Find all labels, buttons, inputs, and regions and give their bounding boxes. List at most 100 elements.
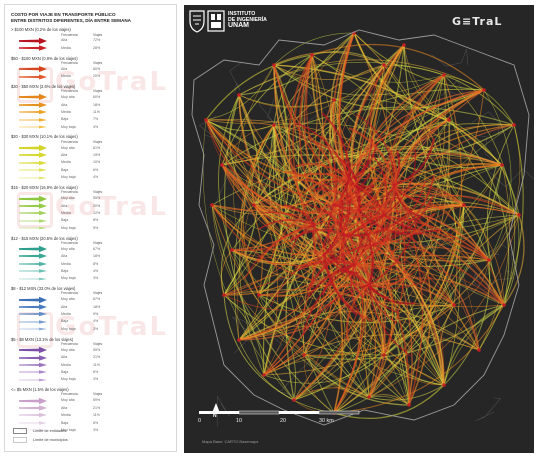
municipal-boundary <box>408 239 435 262</box>
flow-line <box>258 294 297 401</box>
trips-percent: 11% <box>93 362 100 367</box>
legend-group: $50 - $100 MXN (0.9% de los viajes) Frecu… <box>11 56 176 80</box>
flow-line <box>205 64 275 121</box>
district-node[interactable] <box>347 178 351 182</box>
legend-group-range: $8 - $12 MXN <box>11 286 37 292</box>
flow-line <box>333 64 385 206</box>
flow-line <box>273 54 313 126</box>
district-node[interactable] <box>462 203 466 207</box>
district-node[interactable] <box>204 118 208 122</box>
district-node[interactable] <box>342 233 346 237</box>
flow-line <box>393 184 446 210</box>
district-node[interactable] <box>452 303 456 307</box>
flow-arrow-icon <box>19 218 47 223</box>
trips-header: Viajes <box>93 139 103 144</box>
flow-line <box>263 354 385 384</box>
flow-line <box>353 257 409 269</box>
district-node[interactable] <box>487 258 491 262</box>
district-node[interactable] <box>237 93 241 97</box>
flow-line <box>307 136 337 206</box>
flow-arrow-icon <box>19 176 47 179</box>
flow-line <box>293 164 503 401</box>
legend-group-share: (20.5% de los viajes) <box>39 235 78 241</box>
flow-arrow-icon <box>19 354 47 361</box>
frequency-header: Frecuencia <box>61 89 78 94</box>
flow-line <box>383 354 445 386</box>
trips-percent: 4% <box>93 175 99 180</box>
district-node[interactable] <box>332 98 336 102</box>
flow-map[interactable] <box>184 5 534 453</box>
municipality-limit-label: Límite de municipios <box>33 438 68 442</box>
legend-row: Alta 18% <box>11 101 176 108</box>
legend-row: Alta 18% <box>11 303 176 310</box>
flow-line <box>211 204 335 414</box>
trips-percent: 28% <box>93 45 101 50</box>
trips-percent: 5% <box>93 225 99 230</box>
flow-line <box>486 124 515 306</box>
frequency-label: Muy baja <box>61 175 76 180</box>
district-node[interactable] <box>442 73 446 77</box>
flow-line <box>343 234 505 306</box>
district-node[interactable] <box>312 223 316 227</box>
district-node[interactable] <box>372 243 376 247</box>
district-node[interactable] <box>382 63 386 67</box>
district-node[interactable] <box>402 43 406 47</box>
district-node[interactable] <box>262 373 266 377</box>
district-node[interactable] <box>357 208 361 212</box>
trips-percent: 4% <box>93 124 99 129</box>
frequency-label: Muy baja <box>61 427 76 432</box>
district-node[interactable] <box>482 88 486 92</box>
district-node[interactable] <box>210 203 214 207</box>
flow-line <box>383 214 443 232</box>
district-node[interactable] <box>322 253 326 257</box>
district-node[interactable] <box>502 303 506 307</box>
district-node[interactable] <box>292 398 296 402</box>
district-node[interactable] <box>500 163 504 167</box>
flow-line <box>242 124 275 296</box>
flow-line <box>350 264 365 322</box>
frequency-label: Muy alta <box>61 398 75 403</box>
district-node[interactable] <box>352 263 356 267</box>
district-node[interactable] <box>272 123 276 127</box>
district-node[interactable] <box>382 213 386 217</box>
district-node[interactable] <box>220 163 224 167</box>
district-node[interactable] <box>407 403 411 407</box>
trips-percent: 10% <box>93 160 101 165</box>
district-node[interactable] <box>512 123 516 127</box>
district-node[interactable] <box>222 293 226 297</box>
district-node[interactable] <box>257 293 261 297</box>
district-node[interactable] <box>447 118 451 122</box>
district-node[interactable] <box>517 213 521 217</box>
district-node[interactable] <box>367 283 371 287</box>
map-panel[interactable]: INSTITUTO DE INGENIERÍA UNAM G≡TraL N 0 … <box>184 5 534 453</box>
municipal-boundary <box>431 49 469 67</box>
district-node[interactable] <box>310 53 314 57</box>
frequency-label: Media <box>61 45 71 50</box>
trips-percent: 19% <box>93 153 101 158</box>
district-node[interactable] <box>442 383 446 387</box>
legend-group-share: (1.5% de los viajes) <box>32 387 69 393</box>
district-node[interactable] <box>230 248 234 252</box>
trips-percent: 61% <box>93 145 101 150</box>
district-node[interactable] <box>477 348 481 352</box>
state-limit-label: Límite de entidades <box>33 429 67 433</box>
flow-line <box>253 64 385 206</box>
flow-line <box>303 354 410 406</box>
district-node[interactable] <box>302 353 306 357</box>
flow-line <box>263 54 325 376</box>
frequency-label: Alta <box>61 66 68 71</box>
district-node[interactable] <box>392 183 396 187</box>
flow-arrow-icon <box>19 253 47 260</box>
legend-group: $12 - $15 MXN (20.5% de los viajes) Frecu… <box>11 236 176 283</box>
flow-arrow-icon <box>19 277 47 281</box>
trips-percent: 3% <box>93 377 99 382</box>
district-node[interactable] <box>237 338 241 342</box>
municipal-boundary <box>475 397 502 422</box>
district-node[interactable] <box>367 395 371 399</box>
legend-title: COSTO POR VIAJE EN TRANSPORTE PÚBLICO EN… <box>11 12 176 23</box>
district-node[interactable] <box>252 203 256 207</box>
district-node[interactable] <box>272 63 276 67</box>
flow-line <box>348 126 396 186</box>
district-node[interactable] <box>332 203 336 207</box>
district-node[interactable] <box>382 353 386 357</box>
